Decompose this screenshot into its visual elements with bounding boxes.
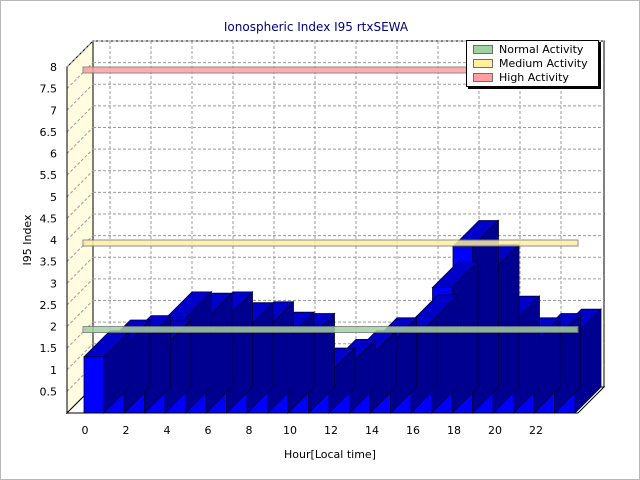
grid-line-diag [66, 343, 94, 371]
y-tick-label: 7.5 [40, 83, 58, 96]
y-tick-label: 2.5 [40, 299, 58, 312]
legend-label-high: High Activity [499, 70, 569, 84]
band-edge [82, 326, 579, 333]
bar-front [83, 356, 104, 414]
x-tick-label: 16 [406, 424, 420, 437]
grid-line-diag [66, 127, 94, 154]
y-tick-label: 6.5 [40, 126, 58, 139]
y-tick-label: 5 [50, 191, 57, 204]
chart-axes [66, 67, 578, 414]
legend-item-high: High Activity [473, 70, 598, 84]
grid-line-diag [66, 300, 94, 327]
legend-item-medium: Medium Activity [473, 56, 598, 70]
x-tick-label: 18 [447, 424, 461, 437]
bands-front-layer [82, 66, 579, 333]
y-tick-label: 4.5 [40, 212, 58, 225]
y-tick-label: 0.5 [40, 385, 58, 398]
x-axis-label: Hour[Local time] [284, 448, 376, 461]
y-tick-label: 2 [50, 321, 57, 334]
legend-item-normal: Normal Activity [473, 42, 598, 56]
x-tick-label: 0 [82, 424, 89, 437]
x-tick-label: 22 [529, 424, 543, 437]
y-tick-label: 6 [50, 148, 57, 161]
y-tick-label: 3.5 [40, 256, 58, 269]
x-tick-label: 20 [488, 424, 502, 437]
grid-line-diag [66, 192, 94, 219]
y-axis-label: I95 Index [21, 214, 34, 266]
y-tick-label: 7 [50, 104, 57, 117]
legend-label-medium: Medium Activity [499, 56, 588, 70]
x-tick-label: 2 [123, 424, 130, 437]
grid-line-diag [66, 83, 94, 111]
bar [83, 329, 131, 414]
grid-line-diag [66, 278, 94, 306]
grid-line-diag [66, 105, 94, 133]
x-tick-label: 12 [324, 424, 338, 437]
grid-line-diag [66, 170, 94, 198]
chart-title: Ionospheric Index I95 rtxSEWA [224, 20, 409, 34]
y-tick-label: 1 [50, 364, 57, 377]
legend-swatch-normal [473, 44, 493, 54]
y-tick-label: 4 [50, 234, 57, 247]
y-tick-label: 1.5 [40, 342, 58, 355]
x-tick-label: 8 [246, 424, 253, 437]
chart-legend: Normal Activity Medium Activity High Act… [466, 40, 599, 87]
grid-line-diag [66, 40, 94, 68]
x-tick-label: 14 [365, 424, 379, 437]
grid-line-diag [66, 256, 94, 284]
chart-labels: 0.5 1 1.5 2 2.5 3 3.5 4 4.5 5 5.5 6 6.5 7 7.5 8 0 2 4 6 8 10 1… [40, 61, 544, 437]
x-tick-label: 10 [283, 424, 297, 437]
y-tick-label: 8 [50, 61, 57, 74]
legend-label-normal: Normal Activity [499, 42, 584, 56]
legend-swatch-high [473, 72, 493, 82]
legend-swatch-medium [473, 58, 493, 68]
band-edge [82, 239, 579, 247]
x-tick-label: 6 [205, 424, 212, 437]
grid-line-diag [66, 148, 94, 176]
x-tick-label: 4 [164, 424, 171, 437]
y-tick-label: 5.5 [40, 169, 58, 182]
y-tick-label: 3 [50, 277, 57, 290]
grid-line-diag [66, 213, 94, 241]
